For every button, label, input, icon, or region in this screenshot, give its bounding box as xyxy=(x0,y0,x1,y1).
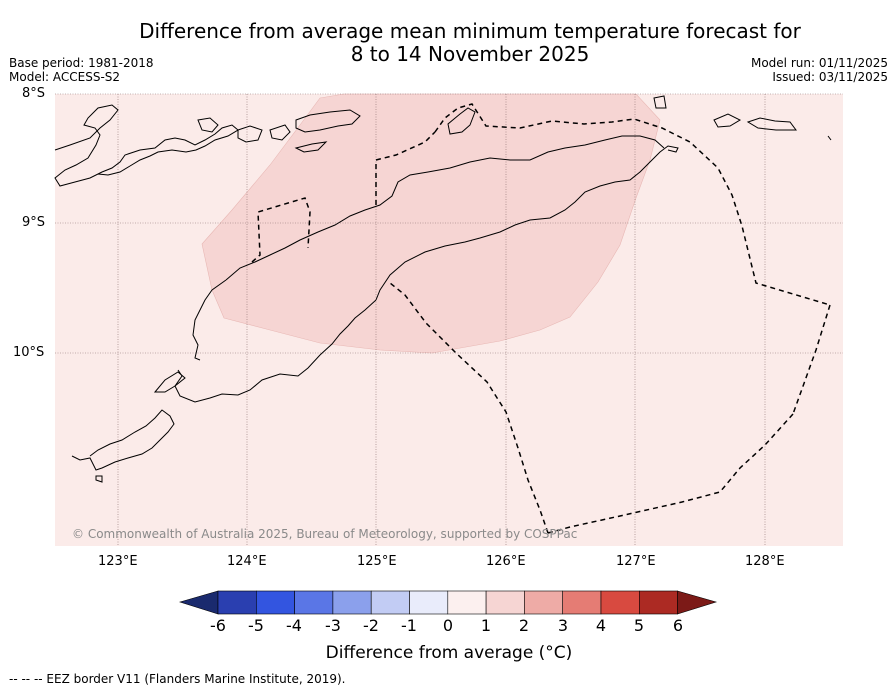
north-islands-3 xyxy=(269,124,291,141)
timor-west-coast xyxy=(225,135,665,281)
lon-label-127e: 127°E xyxy=(616,554,656,569)
colorbar-bin-9 xyxy=(524,590,564,615)
eez-legend-footer: -- -- -- EEZ border V11 (Flanders Marine… xyxy=(9,672,346,686)
gridlines xyxy=(55,93,843,546)
colorbar-extend-low xyxy=(178,590,219,615)
sawu-coast xyxy=(71,409,175,471)
lon-label-125e: 125°E xyxy=(357,554,397,569)
lon-label-123e: 123°E xyxy=(98,554,138,569)
colorbar-tick: 2 xyxy=(518,616,530,635)
colorbar-bin-6 xyxy=(409,590,449,615)
roti-coast xyxy=(153,371,186,393)
colorbar-tick: 1 xyxy=(480,616,492,635)
flores-coast xyxy=(54,104,239,187)
colorbar-tick: 4 xyxy=(595,616,607,635)
base-period: Base period: 1981-2018 xyxy=(9,56,154,70)
east-islands-2 xyxy=(746,117,797,131)
eez-timor-leste xyxy=(375,131,436,205)
east-islands-1 xyxy=(713,113,742,128)
run-info: Model run: 01/11/2025 Issued: 03/11/2025 xyxy=(751,56,888,84)
colorbar-bin-12 xyxy=(638,590,678,615)
timor-south-coast xyxy=(174,299,377,403)
colorbar-tick: -1 xyxy=(401,616,417,635)
eez-north xyxy=(434,103,831,306)
colorbar-bin-2 xyxy=(255,590,295,615)
north-islands-1 xyxy=(197,117,219,133)
colorbar-tick: -4 xyxy=(286,616,302,635)
colorbar-bin-4 xyxy=(332,590,372,615)
eez-south xyxy=(547,413,794,534)
copyright-credit: © Commonwealth of Australia 2025, Bureau… xyxy=(72,527,578,541)
colorbar-tick: -2 xyxy=(363,616,379,635)
timor-west-tip xyxy=(192,279,227,361)
colorbar-tick: -3 xyxy=(325,616,341,635)
colorbar-bin-10 xyxy=(562,590,602,615)
model-run: Model run: 01/11/2025 xyxy=(750,56,888,70)
colorbar-tick: 5 xyxy=(633,616,645,635)
colorbar-bin-8 xyxy=(485,590,525,615)
eez-borders xyxy=(251,103,831,534)
north-islands-2 xyxy=(237,125,263,143)
east-island-3 xyxy=(827,135,832,141)
issued-date: Issued: 03/11/2025 xyxy=(772,70,888,84)
lat-label-8s: 8°S xyxy=(22,86,46,101)
alor-coast xyxy=(295,109,361,133)
lat-label-9s: 9°S xyxy=(22,215,46,230)
colorbar-bin-1 xyxy=(217,590,257,615)
colorbar-tick: 6 xyxy=(672,616,684,635)
lon-label-124e: 124°E xyxy=(227,554,267,569)
colorbar-bin-11 xyxy=(600,590,640,615)
colorbar-extend-high xyxy=(677,590,718,615)
colorbar-tick: 3 xyxy=(557,616,569,635)
north-islands-4 xyxy=(447,107,476,135)
lon-label-126e: 126°E xyxy=(486,554,526,569)
north-islands-5 xyxy=(653,95,667,109)
base-info: Base period: 1981-2018 Model: ACCESS-S2 xyxy=(9,56,154,84)
colorbar-bin-3 xyxy=(294,590,334,615)
coastlines xyxy=(54,95,832,483)
colorbar-tick: 0 xyxy=(442,616,454,635)
colorbar-title: Difference from average (°C) xyxy=(325,643,573,663)
timor-north-coast xyxy=(375,145,679,301)
title-line-2: 8 to 14 November 2025 xyxy=(350,42,590,66)
colorbar-bin-5 xyxy=(370,590,410,615)
colorbar-tick: -6 xyxy=(210,616,226,635)
pantar-coast xyxy=(294,141,328,153)
title-line-1: Difference from average mean minimum tem… xyxy=(139,19,801,43)
map-title: Difference from average mean minimum tem… xyxy=(0,20,896,66)
eez-west-timor xyxy=(389,282,549,534)
lat-label-10s: 10°S xyxy=(13,345,45,360)
colorbar-tick: -5 xyxy=(248,616,264,635)
eez-east xyxy=(792,304,831,415)
lon-label-128e: 128°E xyxy=(745,554,785,569)
colorbar-bin-7 xyxy=(447,590,487,615)
colorbar xyxy=(178,590,718,615)
model-name: Model: ACCESS-S2 xyxy=(9,70,121,84)
small-islet xyxy=(95,475,103,483)
